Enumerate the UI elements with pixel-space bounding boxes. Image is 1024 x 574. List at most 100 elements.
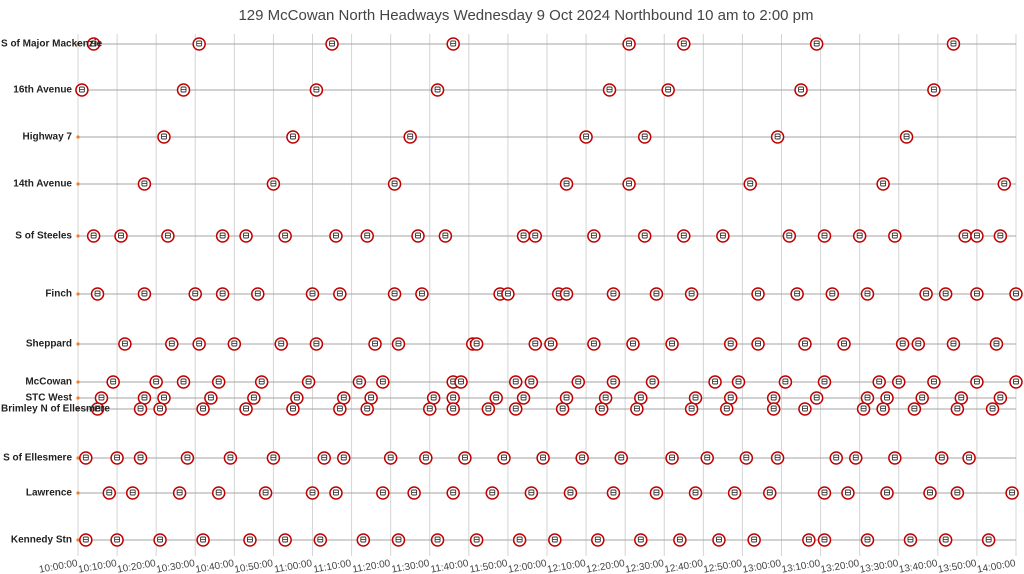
bus-ring bbox=[118, 337, 132, 351]
bus-ring bbox=[915, 391, 929, 405]
bus-ring bbox=[430, 533, 445, 547]
bus-marker bbox=[684, 287, 699, 301]
row-start bbox=[76, 456, 80, 460]
bus-ring bbox=[149, 375, 163, 389]
bus-marker bbox=[841, 486, 855, 500]
bus-marker bbox=[598, 391, 613, 405]
bus-ring bbox=[563, 486, 578, 500]
bus-marker bbox=[137, 391, 152, 405]
bus-ring bbox=[989, 337, 1004, 351]
bus-marker bbox=[172, 486, 187, 500]
bus-ring bbox=[79, 533, 93, 547]
bus-ring bbox=[700, 451, 714, 465]
bus-ring bbox=[352, 375, 367, 389]
bus-marker bbox=[423, 402, 437, 416]
bus-ring bbox=[751, 287, 765, 301]
bus-ring bbox=[970, 375, 984, 389]
bus-ring bbox=[747, 533, 761, 547]
bus-marker bbox=[559, 287, 574, 301]
bus-ring bbox=[923, 486, 937, 500]
bus-ring bbox=[587, 229, 601, 243]
bus-marker bbox=[622, 177, 636, 191]
bus-ring bbox=[278, 533, 292, 547]
bus-marker bbox=[278, 533, 292, 547]
bus-ring bbox=[110, 451, 124, 465]
bus-marker bbox=[575, 451, 589, 465]
bus-marker bbox=[895, 337, 910, 351]
bus-ring bbox=[993, 391, 1008, 405]
x-tick-label: 11:00:00 bbox=[274, 558, 314, 574]
bus-ring bbox=[778, 375, 793, 389]
bus-ring bbox=[286, 402, 300, 416]
bus-marker bbox=[860, 533, 875, 547]
bus-ring bbox=[626, 337, 640, 351]
bus-ring bbox=[665, 337, 679, 351]
bus-ring bbox=[602, 83, 617, 97]
bus-ring bbox=[387, 177, 402, 191]
bus-marker bbox=[508, 375, 523, 389]
bus-ring bbox=[825, 287, 840, 301]
bus-marker bbox=[528, 229, 543, 243]
bus-marker bbox=[622, 37, 636, 51]
bus-marker bbox=[860, 391, 875, 405]
bus-ring bbox=[90, 287, 105, 301]
bus-ring bbox=[962, 451, 976, 465]
bus-marker bbox=[489, 391, 503, 405]
bus-marker bbox=[258, 486, 273, 500]
bus-marker bbox=[454, 375, 468, 389]
bus-ring bbox=[157, 391, 171, 405]
bus-marker bbox=[317, 451, 331, 465]
bus-ring bbox=[594, 402, 609, 416]
bus-ring bbox=[305, 486, 320, 500]
bus-ring bbox=[817, 375, 832, 389]
bus-marker bbox=[571, 375, 586, 389]
bus-ring bbox=[723, 391, 738, 405]
bus-marker bbox=[196, 402, 210, 416]
bus-ring bbox=[684, 287, 699, 301]
bus-marker bbox=[700, 451, 714, 465]
bus-marker bbox=[817, 533, 832, 547]
bus-marker bbox=[946, 337, 961, 351]
bus-marker bbox=[211, 486, 226, 500]
x-tick-label: 11:10:00 bbox=[313, 558, 353, 574]
bus-marker bbox=[802, 533, 816, 547]
bus-ring bbox=[94, 391, 109, 405]
bus-ring bbox=[817, 229, 832, 243]
bus-marker bbox=[809, 391, 824, 405]
bus-ring bbox=[469, 533, 484, 547]
bus-marker bbox=[626, 337, 640, 351]
bus-marker bbox=[708, 375, 722, 389]
row-label: McCowan bbox=[25, 377, 72, 388]
bus-ring bbox=[516, 229, 531, 243]
bus-ring bbox=[86, 229, 101, 243]
bus-marker bbox=[368, 337, 382, 351]
bus-ring bbox=[634, 391, 648, 405]
bus-marker bbox=[215, 287, 230, 301]
bus-ring bbox=[223, 451, 238, 465]
bus-marker bbox=[125, 486, 140, 500]
bus-marker bbox=[720, 402, 734, 416]
bus-marker bbox=[763, 486, 777, 500]
bus-marker bbox=[516, 391, 531, 405]
bus-ring bbox=[770, 130, 785, 144]
bus-marker bbox=[204, 391, 218, 405]
bus-marker bbox=[376, 375, 390, 389]
bus-ring bbox=[329, 229, 343, 243]
bus-marker bbox=[985, 402, 1000, 416]
bus-ring bbox=[809, 391, 824, 405]
bus-ring bbox=[290, 391, 304, 405]
bus-ring bbox=[872, 375, 886, 389]
bus-ring bbox=[368, 337, 382, 351]
bus-marker bbox=[469, 533, 484, 547]
bus-ring bbox=[286, 130, 300, 144]
bus-marker bbox=[970, 229, 984, 243]
row-start bbox=[76, 234, 80, 238]
bus-ring bbox=[677, 37, 691, 51]
bus-ring bbox=[211, 486, 226, 500]
bus-marker bbox=[508, 402, 523, 416]
bus-ring bbox=[215, 287, 230, 301]
bus-ring bbox=[376, 486, 390, 500]
row-label: Brimley N of Ellesmere bbox=[1, 404, 110, 415]
bus-marker bbox=[239, 402, 253, 416]
bus-ring bbox=[919, 287, 933, 301]
